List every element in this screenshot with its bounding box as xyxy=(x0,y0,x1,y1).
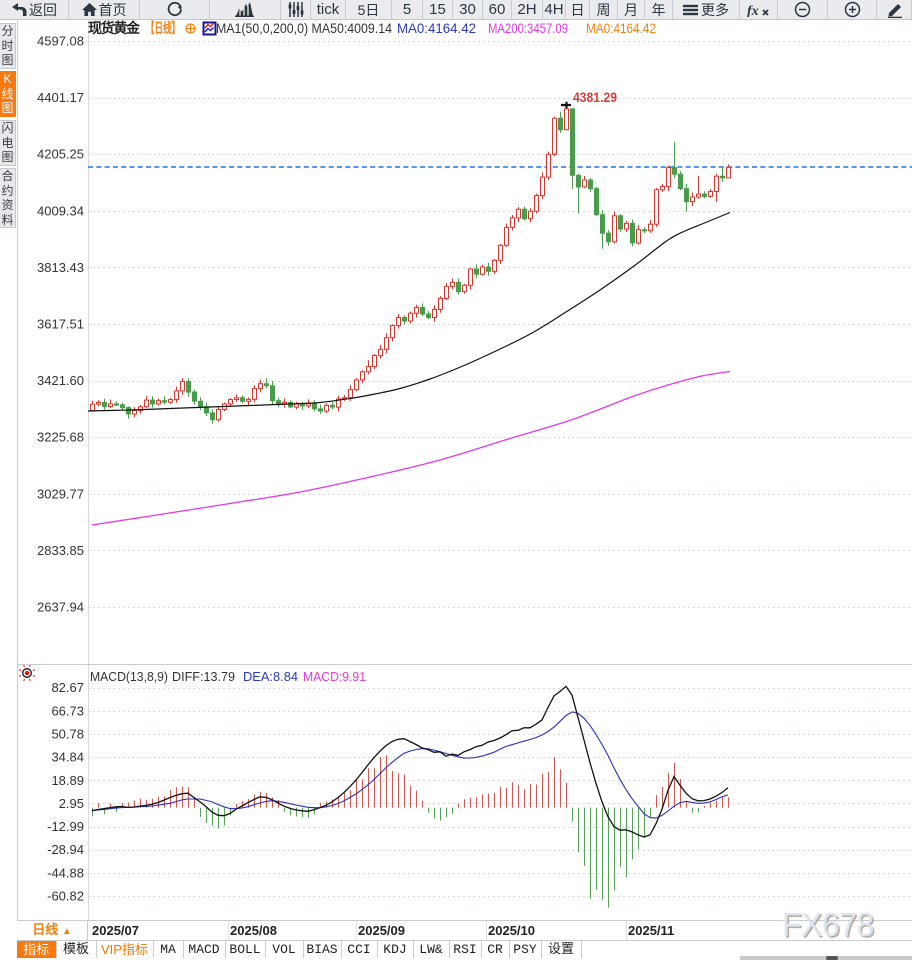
svg-text:-12.99: -12.99 xyxy=(47,819,84,834)
svg-text:fx: fx xyxy=(747,4,759,17)
svg-text:3617.51: 3617.51 xyxy=(37,317,84,332)
svg-text:4597.08: 4597.08 xyxy=(37,34,84,49)
svg-text:3421.60: 3421.60 xyxy=(37,373,84,388)
svg-text:-60.82: -60.82 xyxy=(47,889,84,904)
svg-text:4009.34: 4009.34 xyxy=(37,203,84,218)
svg-text:-28.94: -28.94 xyxy=(47,842,84,857)
svg-text:66.73: 66.73 xyxy=(51,703,84,718)
svg-text:4401.17: 4401.17 xyxy=(37,90,84,105)
svg-text:MA0:4164.42: MA0:4164.42 xyxy=(586,21,656,36)
svg-text:MACD:9.91: MACD:9.91 xyxy=(303,669,366,684)
svg-text:DIFF:13.79: DIFF:13.79 xyxy=(172,669,235,684)
svg-text:现货黄金: 现货黄金 xyxy=(88,20,141,36)
svg-text:2833.85: 2833.85 xyxy=(37,543,84,558)
svg-text:34.84: 34.84 xyxy=(51,750,84,765)
svg-text:4381.29: 4381.29 xyxy=(573,89,617,105)
svg-text:MA1(50,0,200,0) MA50:4009.14: MA1(50,0,200,0) MA50:4009.14 xyxy=(216,21,392,36)
svg-text:MA0:4164.42: MA0:4164.42 xyxy=(397,21,476,36)
svg-text:82.67: 82.67 xyxy=(51,680,84,695)
svg-text:3225.68: 3225.68 xyxy=(37,430,84,445)
svg-text:MACD(13,8,9): MACD(13,8,9) xyxy=(90,669,168,684)
svg-text:2637.94: 2637.94 xyxy=(37,600,84,615)
svg-text:3813.43: 3813.43 xyxy=(37,260,84,275)
svg-text:50.78: 50.78 xyxy=(51,727,84,742)
svg-text:4205.25: 4205.25 xyxy=(37,147,84,162)
svg-text:18.89: 18.89 xyxy=(51,773,84,788)
svg-text:DEA:8.84: DEA:8.84 xyxy=(243,669,298,684)
svg-text:3029.77: 3029.77 xyxy=(37,486,84,501)
svg-text:2.95: 2.95 xyxy=(59,796,84,811)
svg-text:MA200:3457.09: MA200:3457.09 xyxy=(488,21,568,36)
svg-text:-44.88: -44.88 xyxy=(47,865,84,880)
svg-text:【日线】: 【日线】 xyxy=(146,20,180,36)
